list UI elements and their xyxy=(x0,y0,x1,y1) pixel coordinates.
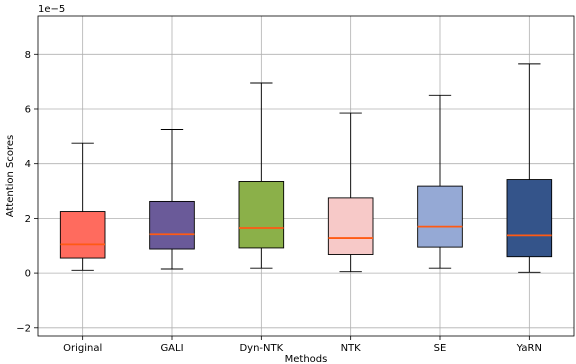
x-tick-label: Dyn-NTK xyxy=(239,343,283,354)
x-axis-label: Methods xyxy=(285,354,328,364)
y-tick-label: 8 xyxy=(25,50,31,61)
x-tick-label: NTK xyxy=(341,343,362,354)
plot-area-frame xyxy=(37,15,575,337)
y-tick-label: 4 xyxy=(25,159,31,170)
y-tick-label: 2 xyxy=(25,214,31,225)
box-body xyxy=(327,197,374,255)
box-original xyxy=(59,142,106,271)
box-gali xyxy=(149,129,195,270)
box-body xyxy=(506,179,553,258)
box-body xyxy=(417,185,463,248)
y-axis-scale-label: 1e−5 xyxy=(38,4,65,15)
x-tick-label: GALI xyxy=(160,343,183,354)
box-series xyxy=(59,63,553,273)
box-yarn xyxy=(506,63,553,273)
box-body xyxy=(149,200,195,250)
x-tick-label: SE xyxy=(434,343,447,354)
box-body xyxy=(59,211,106,259)
x-tick-label: YaRN xyxy=(516,343,542,354)
grid-lines xyxy=(38,16,574,336)
box-se xyxy=(417,94,463,269)
box-ntk xyxy=(327,112,374,273)
box-body xyxy=(238,181,285,249)
y-tick-label: 6 xyxy=(25,104,31,115)
y-tick-label: −2 xyxy=(16,323,31,334)
x-axis-ticks: Original GALI Dyn-NTK NTK SE YaRN xyxy=(63,336,542,354)
x-tick-label: Original xyxy=(63,343,102,354)
y-axis-ticks: −2 0 2 4 6 8 xyxy=(16,50,38,334)
y-axis-label: Attention Scores xyxy=(5,135,16,218)
y-tick-label: 0 xyxy=(25,269,31,280)
box-dyn-ntk xyxy=(238,82,285,269)
